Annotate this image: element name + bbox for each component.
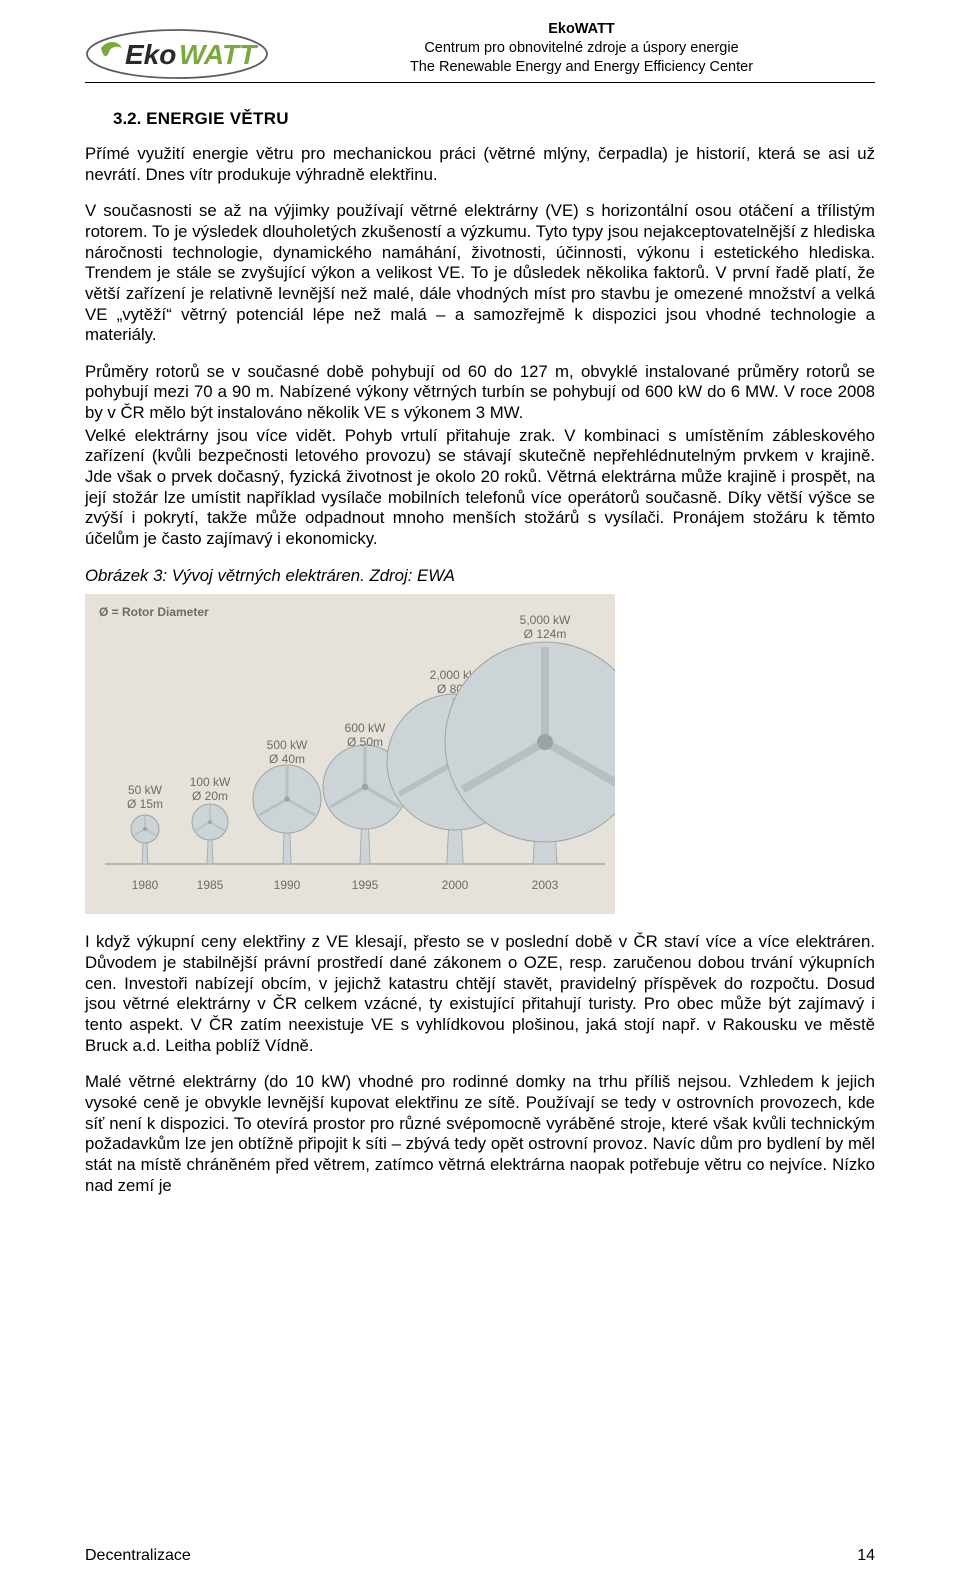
svg-text:2000: 2000 [442, 878, 469, 892]
page-footer: Decentralizace 14 [85, 1547, 875, 1565]
svg-text:Ø 15m: Ø 15m [127, 797, 163, 811]
svg-text:Ø 124m: Ø 124m [524, 627, 567, 641]
svg-text:Ø 20m: Ø 20m [192, 789, 228, 803]
svg-text:1985: 1985 [197, 878, 224, 892]
footer-left: Decentralizace [85, 1547, 191, 1565]
svg-text:Ø = Rotor Diameter: Ø = Rotor Diameter [99, 605, 209, 619]
svg-text:Ø 50m: Ø 50m [347, 735, 383, 749]
paragraph-3: Průměry rotorů se v současné době pohybu… [85, 362, 875, 424]
section-number: 3.2. [113, 109, 141, 128]
figure-caption: Obrázek 3: Vývoj větrných elektráren. Zd… [85, 566, 875, 587]
section-heading: ENERGIE VĚTRU [146, 109, 289, 128]
header-line1: Centrum pro obnovitelné zdroje a úspory … [288, 39, 875, 58]
footer-page-number: 14 [857, 1547, 875, 1565]
document-body: 3.2. ENERGIE VĚTRU Přímé využití energie… [85, 109, 875, 1196]
header-text-block: EkoWATT Centrum pro obnovitelné zdroje a… [288, 18, 875, 77]
svg-text:1980: 1980 [132, 878, 159, 892]
page-header: Eko WATT EkoWATT Centrum pro obnovitelné… [85, 18, 875, 83]
svg-text:WATT: WATT [179, 39, 259, 70]
svg-text:100 kW: 100 kW [190, 775, 231, 789]
svg-text:600 kW: 600 kW [345, 721, 386, 735]
svg-text:1990: 1990 [274, 878, 301, 892]
ekowatt-logo: Eko WATT [85, 28, 270, 80]
svg-text:50 kW: 50 kW [128, 783, 163, 797]
paragraph-6: Malé větrné elektrárny (do 10 kW) vhodné… [85, 1072, 875, 1196]
svg-text:Eko: Eko [125, 39, 176, 70]
svg-text:5,000 kW: 5,000 kW [520, 613, 571, 627]
paragraph-1: Přímé využití energie větru pro mechanic… [85, 144, 875, 185]
header-line2: The Renewable Energy and Energy Efficien… [288, 58, 875, 77]
turbine-evolution-chart: Ø = Rotor Diameter 1980 1985 1990 1995 2000 20… [85, 594, 615, 914]
svg-text:Ø 40m: Ø 40m [269, 752, 305, 766]
section-title: 3.2. ENERGIE VĚTRU [113, 109, 875, 130]
paragraph-2: V současnosti se až na výjimky používají… [85, 201, 875, 346]
svg-text:1995: 1995 [352, 878, 379, 892]
header-org: EkoWATT [548, 21, 615, 37]
paragraph-4: Velké elektrárny jsou více vidět. Pohyb … [85, 426, 875, 550]
svg-text:500 kW: 500 kW [267, 738, 308, 752]
paragraph-5: I když výkupní ceny elektřiny z VE klesa… [85, 932, 875, 1056]
svg-text:2003: 2003 [532, 878, 559, 892]
